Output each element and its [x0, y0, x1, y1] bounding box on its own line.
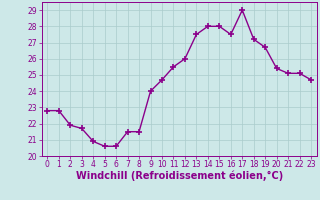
X-axis label: Windchill (Refroidissement éolien,°C): Windchill (Refroidissement éolien,°C)	[76, 171, 283, 181]
